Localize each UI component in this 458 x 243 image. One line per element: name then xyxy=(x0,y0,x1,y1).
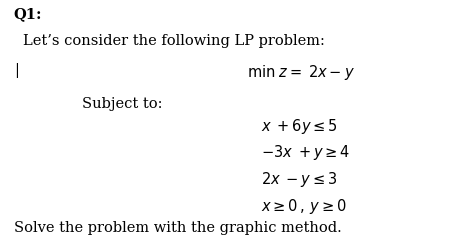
Text: $-3x \;+ y \geq 4$: $-3x \;+ y \geq 4$ xyxy=(261,143,350,162)
Text: $x \;+ 6y \leq 5$: $x \;+ 6y \leq 5$ xyxy=(261,117,338,136)
Text: Solve the problem with the graphic method.: Solve the problem with the graphic metho… xyxy=(14,221,342,235)
Text: $\mathrm{min}\;z = \;2x - y$: $\mathrm{min}\;z = \;2x - y$ xyxy=(247,63,355,82)
Text: |: | xyxy=(14,63,19,78)
Text: Q1:: Q1: xyxy=(14,7,42,21)
Text: Subject to:: Subject to: xyxy=(82,97,163,111)
Text: $x \geq 0\,,\,y \geq 0$: $x \geq 0\,,\,y \geq 0$ xyxy=(261,197,347,216)
Text: $2x \;- y \leq 3$: $2x \;- y \leq 3$ xyxy=(261,170,338,189)
Text: Let’s consider the following LP problem:: Let’s consider the following LP problem: xyxy=(23,34,325,48)
